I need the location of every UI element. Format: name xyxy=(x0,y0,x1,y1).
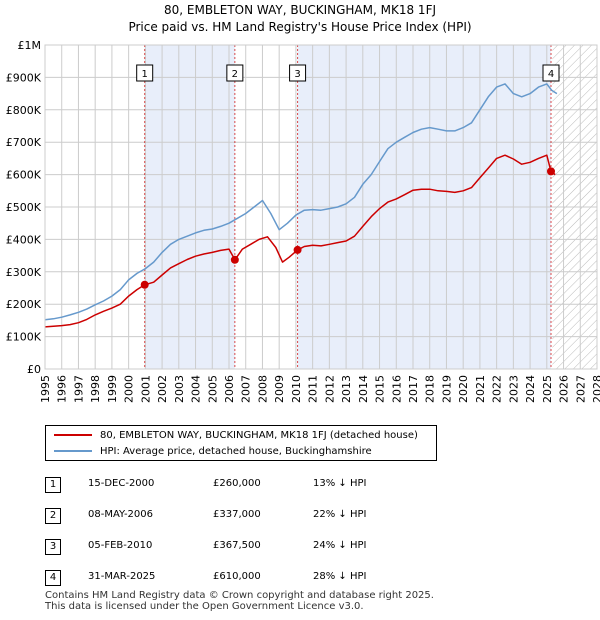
sale-label-box xyxy=(226,64,244,82)
sale-label-text: 3 xyxy=(294,69,300,80)
x-tick-label: 1995 xyxy=(39,375,52,403)
legend-swatch-red xyxy=(54,434,92,436)
x-tick-label: 2011 xyxy=(307,375,320,403)
x-tick-label: 2018 xyxy=(424,375,437,403)
footer-line-1: Contains HM Land Registry data © Crown c… xyxy=(45,590,434,601)
sale-price: £337,000 xyxy=(213,509,261,520)
y-tick-label: £700K xyxy=(6,136,42,149)
x-tick-label: 2026 xyxy=(558,375,571,403)
legend-label-hpi: HPI: Average price, detached house, Buck… xyxy=(100,446,372,457)
x-tick-label: 2012 xyxy=(323,375,336,403)
sale-price: £610,000 xyxy=(213,571,261,582)
sale-label-box xyxy=(289,64,307,82)
x-tick-label: 2002 xyxy=(156,375,169,403)
sale-label-box xyxy=(136,64,154,82)
sale-price: £367,500 xyxy=(213,540,261,551)
sale-date: 08-MAY-2006 xyxy=(88,509,154,520)
x-tick-label: 2022 xyxy=(491,375,504,403)
y-tick-label: £600K xyxy=(6,169,42,182)
x-tick-label: 2020 xyxy=(457,375,470,403)
x-tick-label: 2027 xyxy=(574,375,587,403)
sale-label-box xyxy=(542,64,560,82)
x-tick-label: 2016 xyxy=(390,375,403,403)
y-tick-label: £200K xyxy=(6,298,42,311)
sale-point xyxy=(230,255,239,264)
sale-label-text: 4 xyxy=(548,69,554,80)
sale-point xyxy=(293,245,302,254)
sale-hpi-diff: 22% ↓ HPI xyxy=(313,509,367,520)
y-tick-label: £0 xyxy=(27,363,41,376)
x-tick-label: 2007 xyxy=(240,375,253,403)
x-tick-label: 2008 xyxy=(256,375,269,403)
legend-item-hpi: HPI: Average price, detached house, Buck… xyxy=(54,444,372,460)
legend-swatch-blue xyxy=(54,450,92,452)
sale-date: 31-MAR-2025 xyxy=(88,571,156,582)
x-tick-label: 2013 xyxy=(340,375,353,403)
plot-frame xyxy=(44,44,598,370)
x-tick-label: 2004 xyxy=(190,375,203,403)
y-tick-label: £1M xyxy=(18,39,42,52)
table-row: 4 31-MAR-2025 £610,000 28% ↓ HPI xyxy=(45,568,465,586)
sale-number: 4 xyxy=(45,570,61,586)
x-tick-label: 1996 xyxy=(56,375,69,403)
chart-subtitle: Price paid vs. HM Land Registry's House … xyxy=(128,20,472,34)
x-tick-label: 2019 xyxy=(440,375,453,403)
series-line-hpi xyxy=(44,83,558,321)
x-tick-label: 2023 xyxy=(507,375,520,403)
x-tick-label: 1997 xyxy=(72,375,85,403)
y-tick-label: £900K xyxy=(6,71,42,84)
x-tick-label: 2024 xyxy=(524,375,537,403)
sale-hpi-diff: 13% ↓ HPI xyxy=(313,478,367,489)
chart-legend: 80, EMBLETON WAY, BUCKINGHAM, MK18 1FJ (… xyxy=(45,425,437,461)
x-tick-label: 2014 xyxy=(357,375,370,403)
x-tick-label: 2006 xyxy=(223,375,236,403)
legend-label-property: 80, EMBLETON WAY, BUCKINGHAM, MK18 1FJ (… xyxy=(100,430,418,441)
y-tick-label: £400K xyxy=(6,233,42,246)
sale-label-text: 1 xyxy=(142,69,148,80)
x-tick-label: 2021 xyxy=(474,375,487,403)
sale-date: 05-FEB-2010 xyxy=(88,540,153,551)
sale-hpi-diff: 24% ↓ HPI xyxy=(313,540,367,551)
footer-attribution: Contains HM Land Registry data © Crown c… xyxy=(45,590,434,612)
table-row: 2 08-MAY-2006 £337,000 22% ↓ HPI xyxy=(45,506,465,524)
sale-price: £260,000 xyxy=(213,478,261,489)
y-tick-label: £100K xyxy=(6,331,42,344)
chart-title: 80, EMBLETON WAY, BUCKINGHAM, MK18 1FJ xyxy=(163,3,437,17)
x-tick-label: 2001 xyxy=(139,375,152,403)
y-tick-label: £500K xyxy=(6,201,42,214)
x-tick-label: 2017 xyxy=(407,375,420,403)
y-tick-label: £300K xyxy=(6,266,42,279)
footer-line-2: This data is licensed under the Open Gov… xyxy=(45,601,364,612)
table-row: 3 05-FEB-2010 £367,500 24% ↓ HPI xyxy=(45,537,465,555)
x-tick-label: 2009 xyxy=(273,375,286,403)
sale-hpi-diff: 28% ↓ HPI xyxy=(313,571,367,582)
x-tick-label: 2025 xyxy=(541,375,554,403)
sale-number: 3 xyxy=(45,539,61,555)
x-tick-label: 2003 xyxy=(173,375,186,403)
x-tick-label: 2015 xyxy=(374,375,387,403)
x-tick-label: 2005 xyxy=(206,375,219,403)
x-tick-label: 1999 xyxy=(106,375,119,403)
price-chart: 1 2 3 4 £0 £100K £200K £300K £400K £500K £600K £70… xyxy=(6,39,600,403)
x-tick-label: 2028 xyxy=(591,375,600,403)
x-tick-label: 1998 xyxy=(89,375,102,403)
x-tick-label: 2010 xyxy=(290,375,303,403)
y-tick-label: £800K xyxy=(6,104,42,117)
sale-number: 1 xyxy=(45,477,61,493)
sale-label-text: 2 xyxy=(232,69,238,80)
sale-point xyxy=(547,167,555,176)
sale-point xyxy=(140,280,149,289)
legend-item-property: 80, EMBLETON WAY, BUCKINGHAM, MK18 1FJ (… xyxy=(54,428,418,444)
sale-date: 15-DEC-2000 xyxy=(88,478,155,489)
table-row: 1 15-DEC-2000 £260,000 13% ↓ HPI xyxy=(45,475,465,493)
sale-number: 2 xyxy=(45,508,61,524)
x-tick-label: 2000 xyxy=(123,375,136,403)
